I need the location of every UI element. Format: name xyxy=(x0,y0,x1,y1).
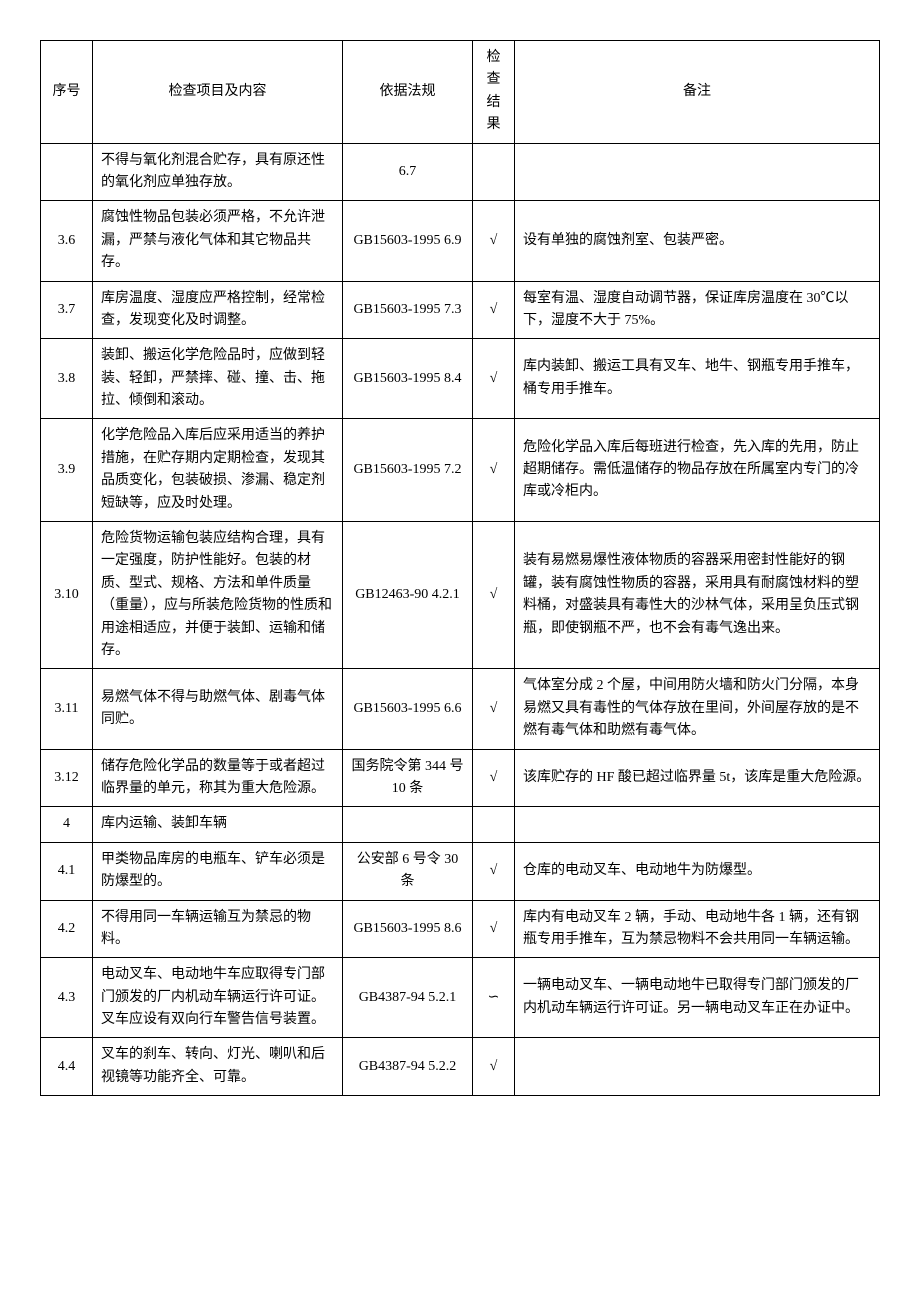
table-row: 4.4叉车的刹车、转向、灯光、喇叭和后视镜等功能齐全、可靠。GB4387-94 … xyxy=(41,1038,880,1096)
cell-result xyxy=(473,143,515,201)
table-row: 不得与氧化剂混合贮存，具有原还性的氧化剂应单独存放。6.7 xyxy=(41,143,880,201)
cell-law: GB4387-94 5.2.2 xyxy=(343,1038,473,1096)
cell-seq: 3.12 xyxy=(41,749,93,807)
table-row: 3.8装卸、搬运化学危险品时，应做到轻装、轻卸，严禁摔、碰、撞、击、拖拉、倾倒和… xyxy=(41,339,880,419)
cell-seq: 4 xyxy=(41,807,93,842)
cell-note: 气体室分成 2 个屋，中间用防火墙和防火门分隔，本身易燃又具有毒性的气体存放在里… xyxy=(515,669,880,749)
cell-note xyxy=(515,1038,880,1096)
cell-note: 一辆电动叉车、一辆电动地牛已取得专门部门颁发的厂内机动车辆运行许可证。另一辆电动… xyxy=(515,958,880,1038)
cell-item: 电动叉车、电动地牛车应取得专门部门颁发的厂内机动车辆运行许可证。叉车应设有双向行… xyxy=(93,958,343,1038)
cell-seq xyxy=(41,143,93,201)
cell-law xyxy=(343,807,473,842)
cell-result: √ xyxy=(473,749,515,807)
table-row: 3.6腐蚀性物品包装必须严格，不允许泄漏，严禁与液化气体和其它物品共存。GB15… xyxy=(41,201,880,281)
cell-item: 储存危险化学品的数量等于或者超过临界量的单元，称其为重大危险源。 xyxy=(93,749,343,807)
cell-law: GB4387-94 5.2.1 xyxy=(343,958,473,1038)
table-row: 3.12储存危险化学品的数量等于或者超过临界量的单元，称其为重大危险源。国务院令… xyxy=(41,749,880,807)
col-header-seq: 序号 xyxy=(41,41,93,144)
cell-result: √ xyxy=(473,669,515,749)
cell-seq: 3.8 xyxy=(41,339,93,419)
col-header-result: 检查结果 xyxy=(473,41,515,144)
cell-result: ∽ xyxy=(473,958,515,1038)
table-row: 4.1甲类物品库房的电瓶车、铲车必须是防爆型的。公安部 6 号令 30 条√仓库… xyxy=(41,842,880,900)
table-row: 3.11易燃气体不得与助燃气体、剧毒气体同贮。GB15603-1995 6.6√… xyxy=(41,669,880,749)
cell-note xyxy=(515,143,880,201)
col-header-law: 依据法规 xyxy=(343,41,473,144)
cell-item: 易燃气体不得与助燃气体、剧毒气体同贮。 xyxy=(93,669,343,749)
table-header-row: 序号 检查项目及内容 依据法规 检查结果 备注 xyxy=(41,41,880,144)
cell-note: 每室有温、湿度自动调节器，保证库房温度在 30℃以下，湿度不大于 75%。 xyxy=(515,281,880,339)
cell-law: GB15603-1995 7.2 xyxy=(343,419,473,522)
cell-result: √ xyxy=(473,1038,515,1096)
cell-law: GB15603-1995 8.6 xyxy=(343,900,473,958)
cell-seq: 4.2 xyxy=(41,900,93,958)
cell-item: 装卸、搬运化学危险品时，应做到轻装、轻卸，严禁摔、碰、撞、击、拖拉、倾倒和滚动。 xyxy=(93,339,343,419)
cell-seq: 3.10 xyxy=(41,522,93,669)
cell-item: 甲类物品库房的电瓶车、铲车必须是防爆型的。 xyxy=(93,842,343,900)
cell-result: √ xyxy=(473,842,515,900)
cell-law: GB12463-90 4.2.1 xyxy=(343,522,473,669)
cell-seq: 4.1 xyxy=(41,842,93,900)
table-body: 不得与氧化剂混合贮存，具有原还性的氧化剂应单独存放。6.73.6腐蚀性物品包装必… xyxy=(41,143,880,1096)
cell-note: 仓库的电动叉车、电动地牛为防爆型。 xyxy=(515,842,880,900)
cell-note: 该库贮存的 HF 酸已超过临界量 5t，该库是重大危险源。 xyxy=(515,749,880,807)
col-header-note: 备注 xyxy=(515,41,880,144)
cell-note: 库内有电动叉车 2 辆，手动、电动地牛各 1 辆，还有钢瓶专用手推车，互为禁忌物… xyxy=(515,900,880,958)
table-row: 3.10危险货物运输包装应结构合理，具有一定强度，防护性能好。包装的材质、型式、… xyxy=(41,522,880,669)
table-row: 3.9化学危险品入库后应采用适当的养护措施，在贮存期内定期检查，发现其品质变化，… xyxy=(41,419,880,522)
cell-seq: 3.6 xyxy=(41,201,93,281)
cell-item: 化学危险品入库后应采用适当的养护措施，在贮存期内定期检查，发现其品质变化，包装破… xyxy=(93,419,343,522)
table-row: 4.2不得用同一车辆运输互为禁忌的物料。GB15603-1995 8.6√库内有… xyxy=(41,900,880,958)
cell-item: 不得用同一车辆运输互为禁忌的物料。 xyxy=(93,900,343,958)
cell-note: 库内装卸、搬运工具有叉车、地牛、钢瓶专用手推车，桶专用手推车。 xyxy=(515,339,880,419)
cell-note: 危险化学品入库后每班进行检查，先入库的先用，防止超期储存。需低温储存的物品存放在… xyxy=(515,419,880,522)
cell-law: GB15603-1995 8.4 xyxy=(343,339,473,419)
cell-law: 国务院令第 344 号 10 条 xyxy=(343,749,473,807)
cell-seq: 4.4 xyxy=(41,1038,93,1096)
cell-law: 6.7 xyxy=(343,143,473,201)
table-row: 4.3电动叉车、电动地牛车应取得专门部门颁发的厂内机动车辆运行许可证。叉车应设有… xyxy=(41,958,880,1038)
cell-item: 腐蚀性物品包装必须严格，不允许泄漏，严禁与液化气体和其它物品共存。 xyxy=(93,201,343,281)
cell-law: GB15603-1995 7.3 xyxy=(343,281,473,339)
cell-seq: 4.3 xyxy=(41,958,93,1038)
cell-note: 设有单独的腐蚀剂室、包装严密。 xyxy=(515,201,880,281)
table-row: 4库内运输、装卸车辆 xyxy=(41,807,880,842)
cell-item: 叉车的刹车、转向、灯光、喇叭和后视镜等功能齐全、可靠。 xyxy=(93,1038,343,1096)
cell-result: √ xyxy=(473,339,515,419)
cell-item: 危险货物运输包装应结构合理，具有一定强度，防护性能好。包装的材质、型式、规格、方… xyxy=(93,522,343,669)
cell-seq: 3.7 xyxy=(41,281,93,339)
cell-seq: 3.11 xyxy=(41,669,93,749)
cell-seq: 3.9 xyxy=(41,419,93,522)
cell-item: 库内运输、装卸车辆 xyxy=(93,807,343,842)
cell-item: 库房温度、湿度应严格控制，经常检查，发现变化及时调整。 xyxy=(93,281,343,339)
cell-result: √ xyxy=(473,900,515,958)
cell-result xyxy=(473,807,515,842)
cell-result: √ xyxy=(473,201,515,281)
cell-result: √ xyxy=(473,281,515,339)
cell-law: GB15603-1995 6.6 xyxy=(343,669,473,749)
col-header-item: 检查项目及内容 xyxy=(93,41,343,144)
cell-law: 公安部 6 号令 30 条 xyxy=(343,842,473,900)
cell-item: 不得与氧化剂混合贮存，具有原还性的氧化剂应单独存放。 xyxy=(93,143,343,201)
cell-result: √ xyxy=(473,522,515,669)
cell-note: 装有易燃易爆性液体物质的容器采用密封性能好的钢罐，装有腐蚀性物质的容器，采用具有… xyxy=(515,522,880,669)
cell-law: GB15603-1995 6.9 xyxy=(343,201,473,281)
table-row: 3.7库房温度、湿度应严格控制，经常检查，发现变化及时调整。GB15603-19… xyxy=(41,281,880,339)
cell-result: √ xyxy=(473,419,515,522)
cell-note xyxy=(515,807,880,842)
inspection-table: 序号 检查项目及内容 依据法规 检查结果 备注 不得与氧化剂混合贮存，具有原还性… xyxy=(40,40,880,1096)
